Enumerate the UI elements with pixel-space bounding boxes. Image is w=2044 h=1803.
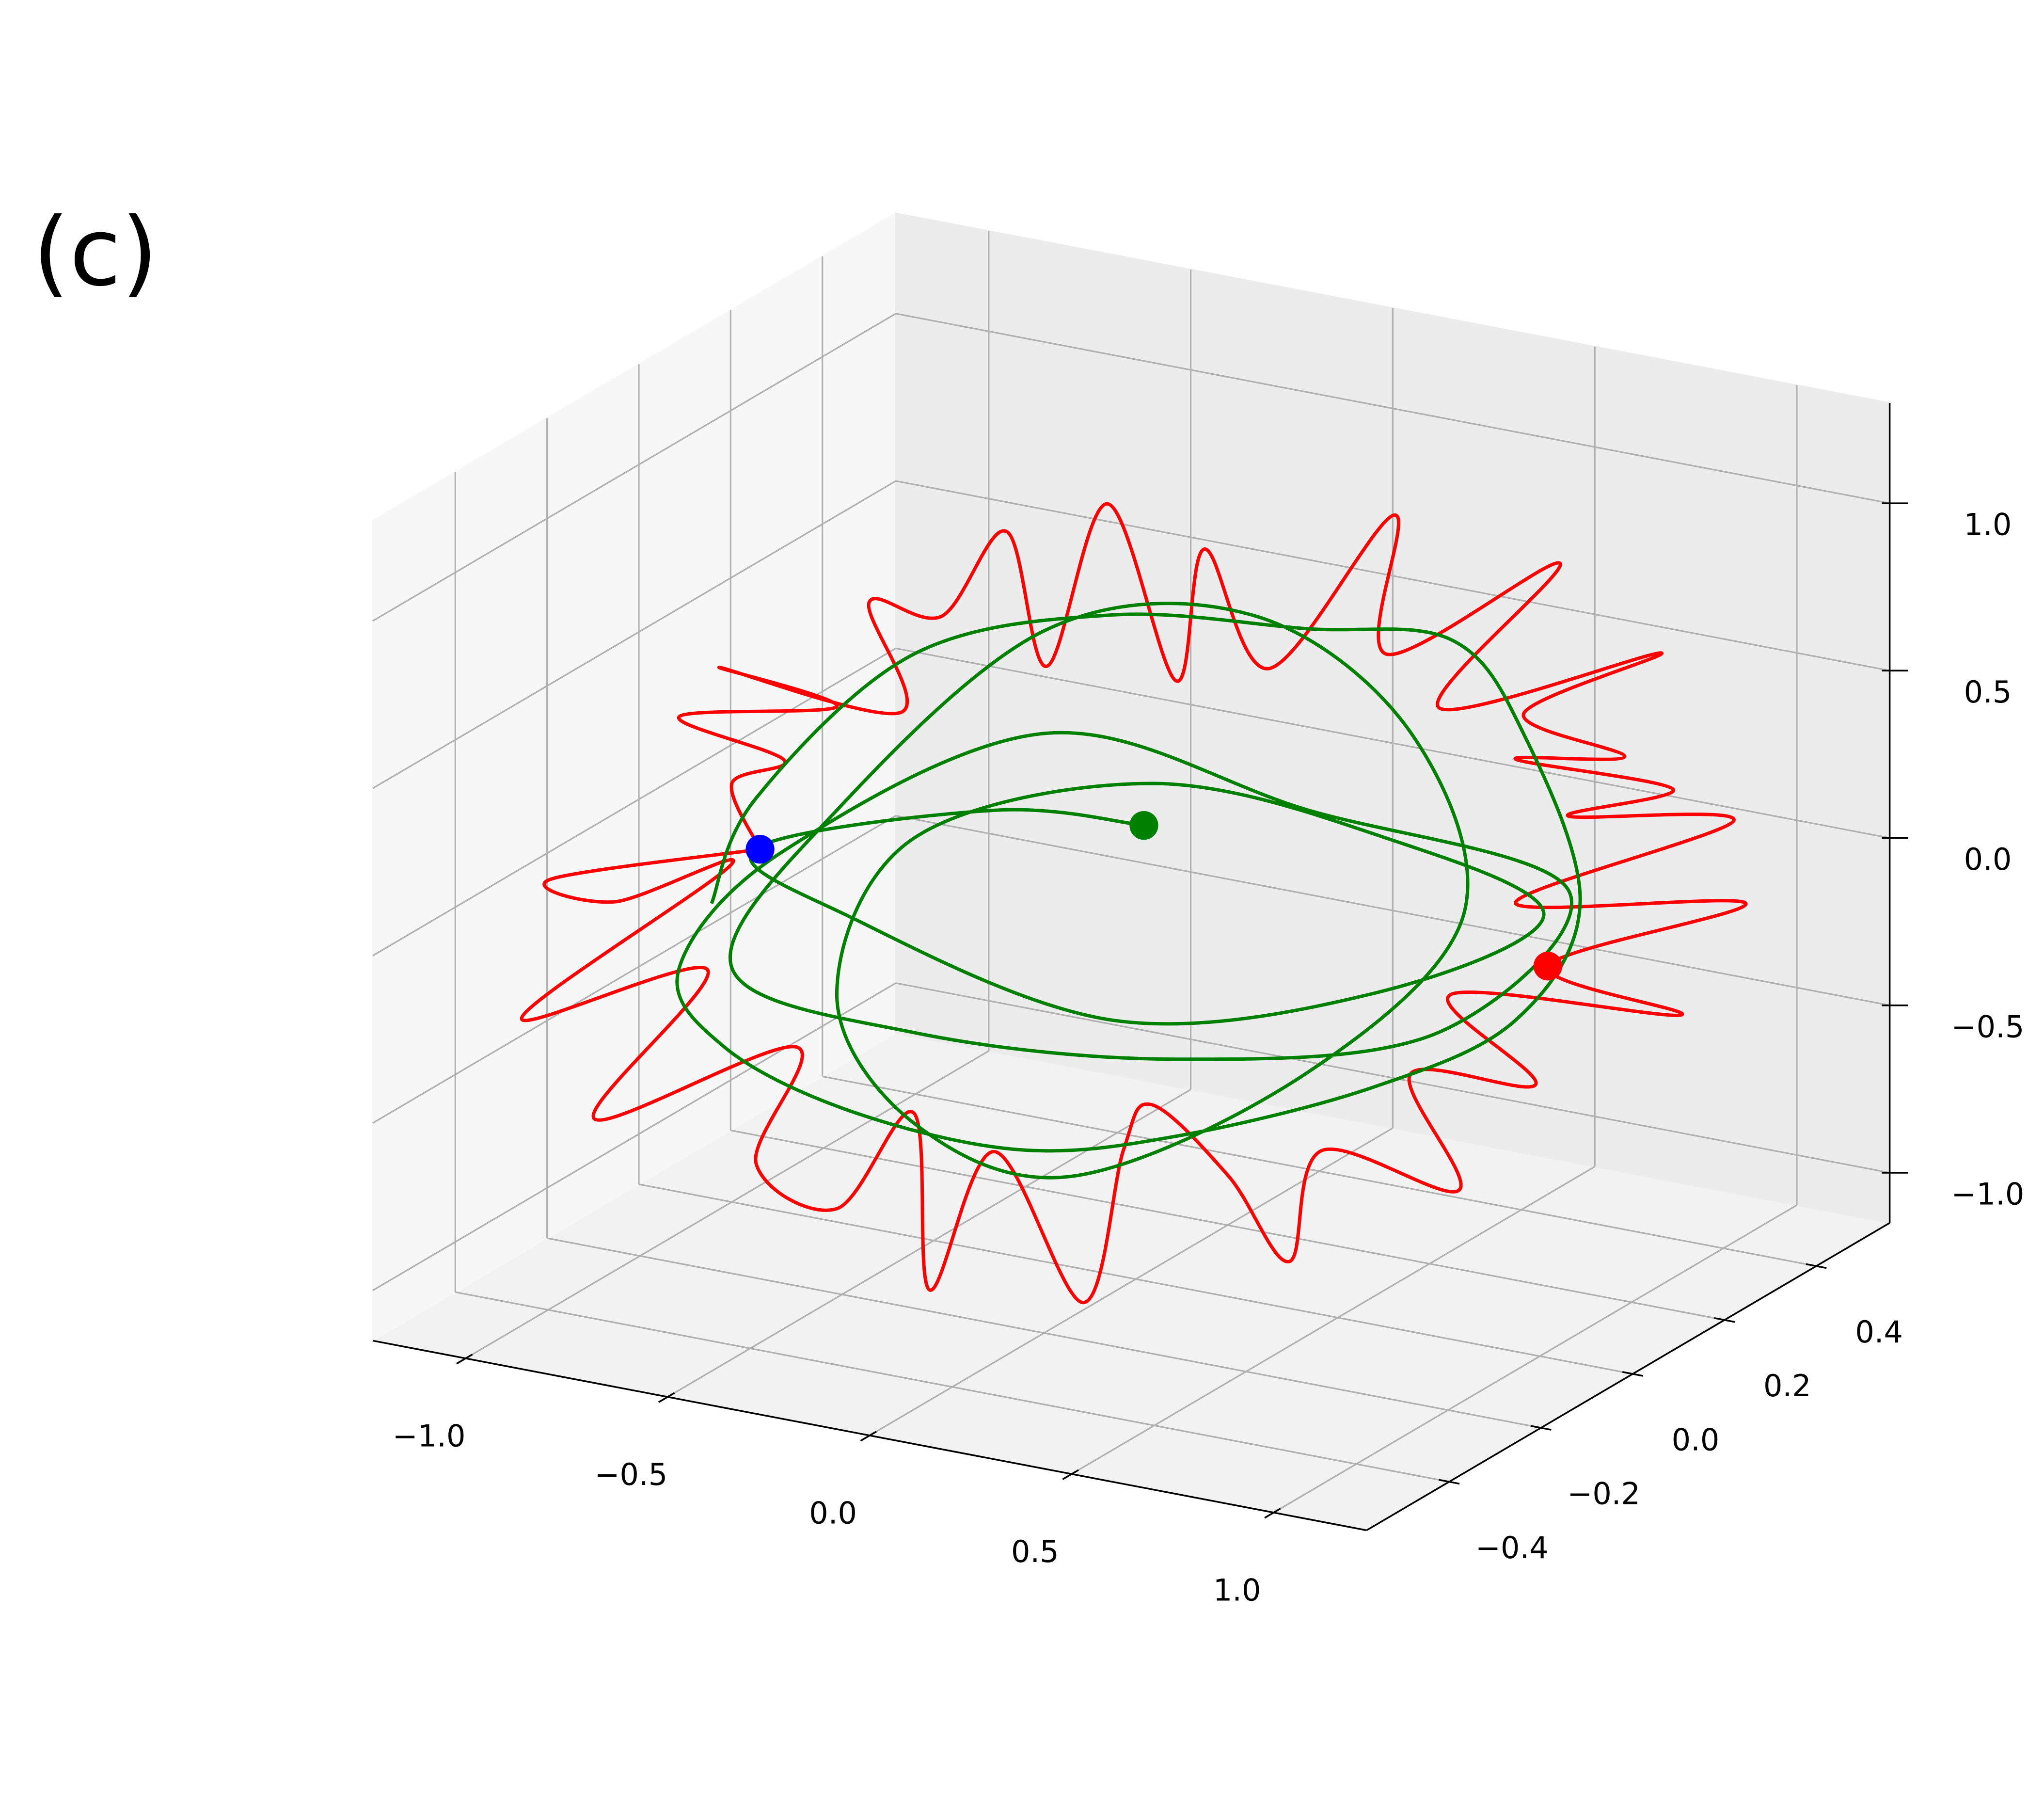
z-tick-label: −1.0 xyxy=(1951,1177,2025,1212)
x-tick xyxy=(456,1354,473,1365)
x-tick xyxy=(658,1392,675,1403)
curve xyxy=(675,602,1582,1180)
z-tick-label: 1.0 xyxy=(1964,507,2012,542)
y-tick-label: −0.4 xyxy=(1475,1530,1549,1565)
z-tick-label: 0.0 xyxy=(1964,842,2012,877)
y-axis xyxy=(1366,1222,1890,1532)
grid-line xyxy=(1273,1204,1797,1514)
marker xyxy=(745,835,775,864)
x-tick-label: 0.0 xyxy=(809,1496,857,1531)
grid-line xyxy=(372,647,896,957)
grid-line xyxy=(547,1237,1541,1429)
z-tick-label: 0.5 xyxy=(1964,674,2012,710)
marker xyxy=(1129,811,1158,840)
grid-line xyxy=(372,313,896,622)
grid-line xyxy=(638,1183,1633,1375)
grid-line xyxy=(895,982,1890,1174)
grid-line xyxy=(895,647,1890,839)
y-tick-label: −0.2 xyxy=(1567,1476,1640,1512)
x-tick xyxy=(860,1431,877,1442)
x-tick-label: 0.5 xyxy=(1011,1534,1059,1569)
x-tick-label: −0.5 xyxy=(595,1457,668,1492)
z-tick-label: −0.5 xyxy=(1951,1009,2025,1044)
x-axis xyxy=(372,1340,1367,1532)
x-tick-label: −1.0 xyxy=(393,1419,466,1454)
grid-line xyxy=(1071,1166,1595,1475)
panel-label: (c) xyxy=(32,197,158,307)
grid-line xyxy=(822,1075,1817,1267)
x-tick-label: 1.0 xyxy=(1213,1573,1261,1608)
x-tick xyxy=(1062,1469,1079,1480)
y-tick-label: 0.2 xyxy=(1763,1368,1811,1404)
grid-line xyxy=(372,480,896,789)
marker xyxy=(1533,952,1563,981)
y-tick-label: 0.4 xyxy=(1855,1314,1903,1350)
grid-line xyxy=(895,814,1890,1006)
grid-line xyxy=(372,982,896,1292)
grid-line xyxy=(730,1129,1725,1321)
grid-line xyxy=(465,1050,989,1359)
grid-line xyxy=(455,1291,1450,1483)
x-tick xyxy=(1264,1508,1281,1519)
grid-line xyxy=(895,313,1890,504)
grid-line xyxy=(895,480,1890,671)
grid-line xyxy=(667,1088,1191,1398)
curve xyxy=(520,502,1748,1305)
y-tick-label: 0.0 xyxy=(1672,1422,1720,1457)
grid-line xyxy=(372,815,896,1124)
